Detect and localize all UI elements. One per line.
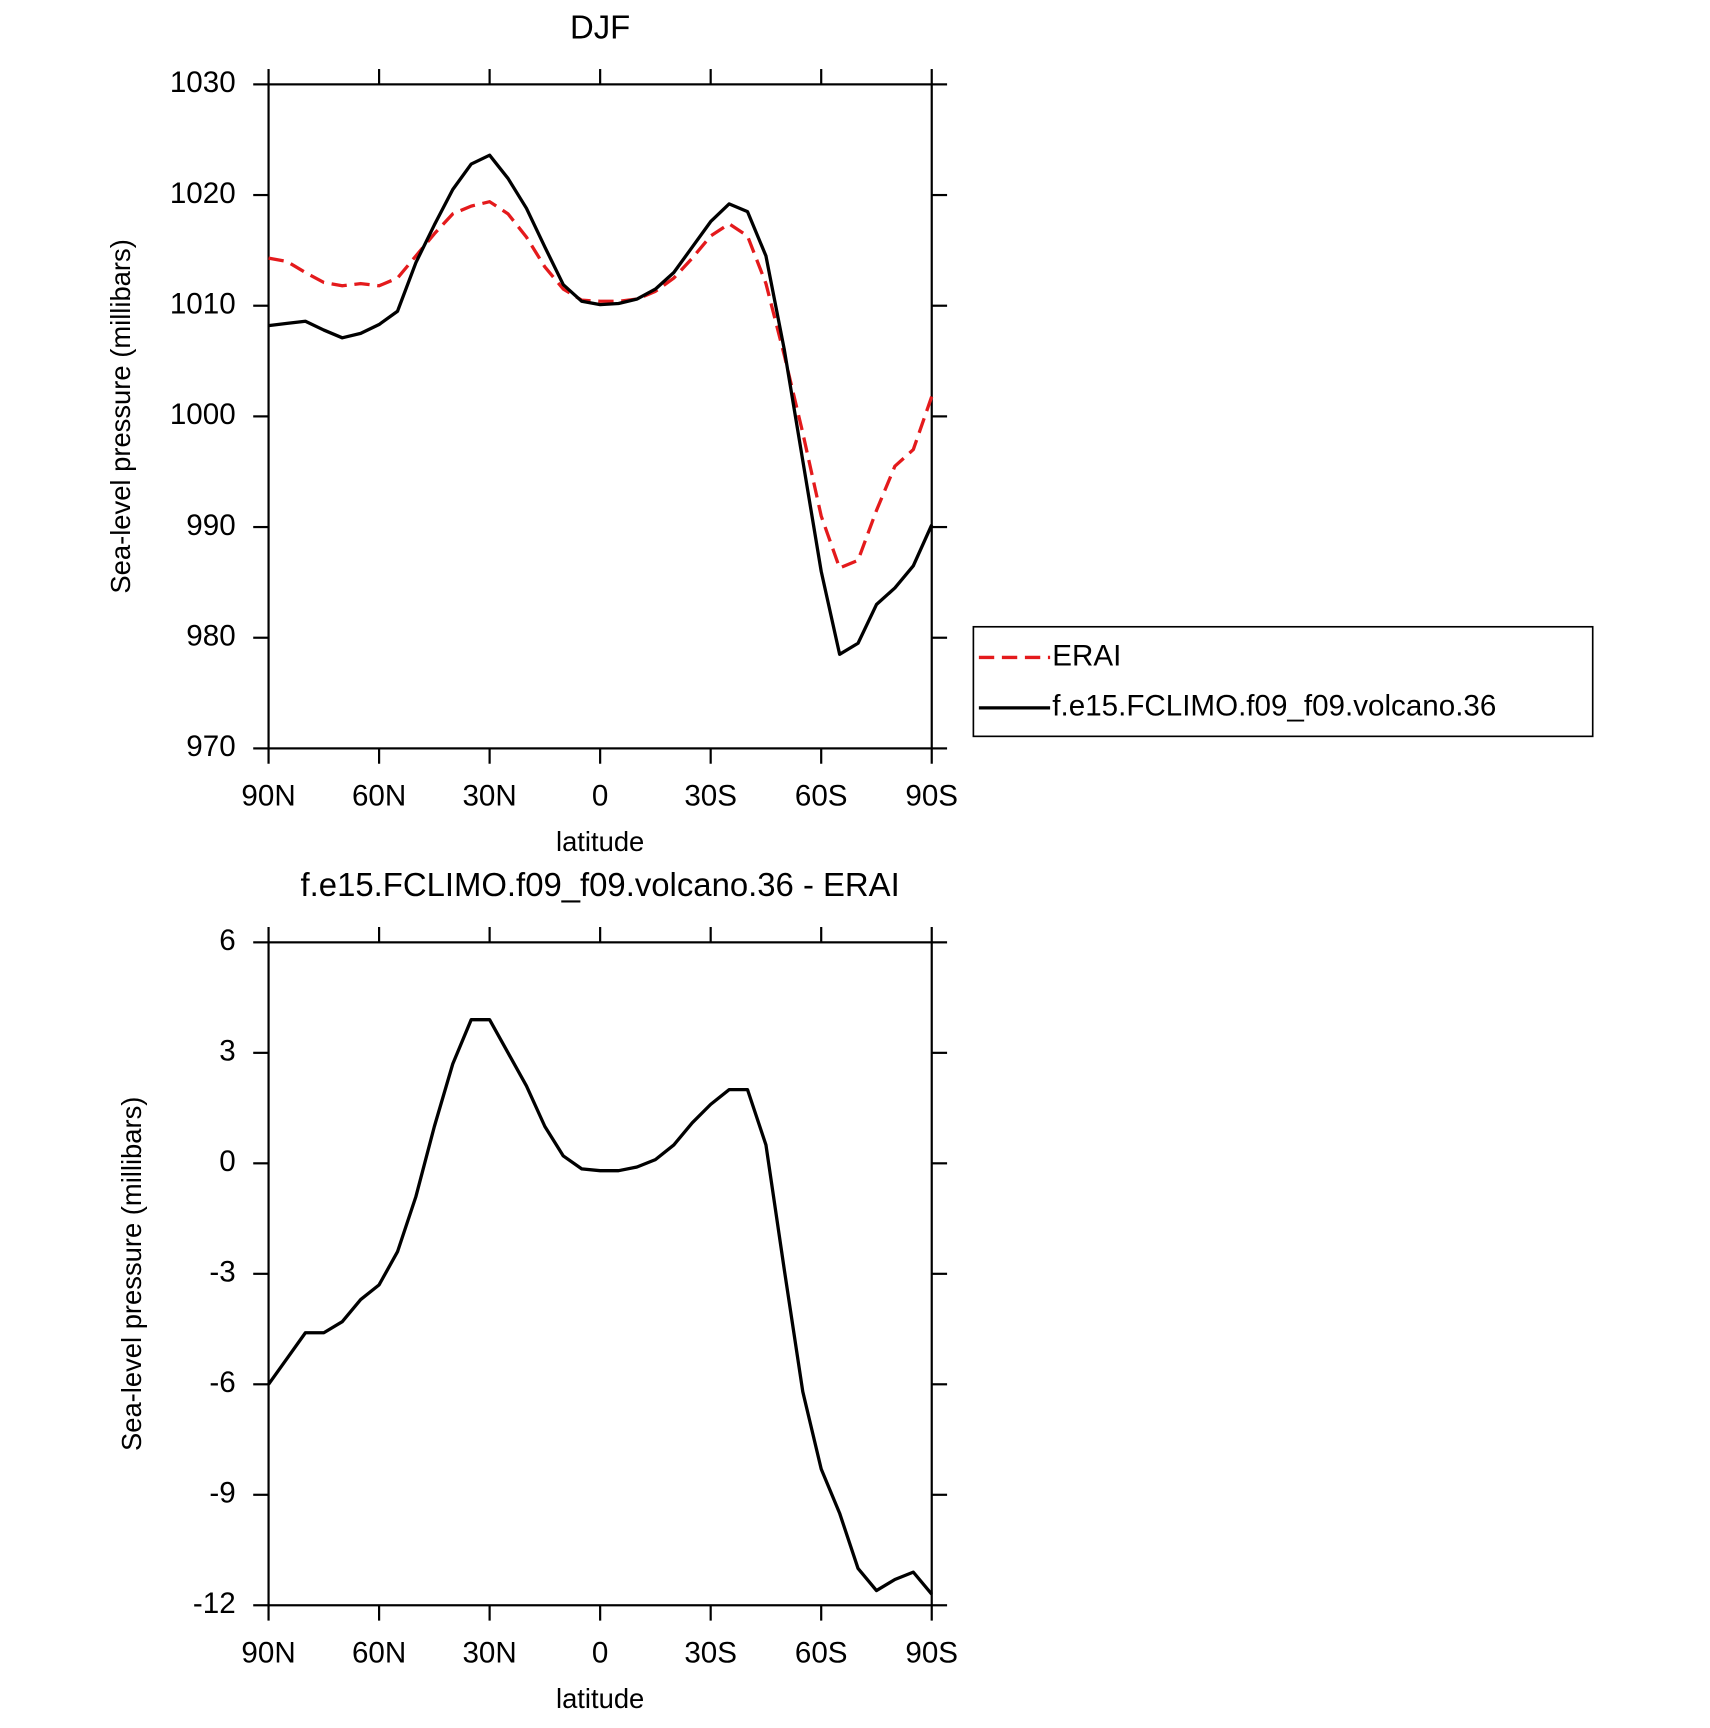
legend-label: f.e15.FCLIMO.f09_f09.volcano.36 [1052,690,1496,723]
x-tick-label: 60S [795,1636,848,1669]
plot-frame [267,941,933,1607]
y-tick-label: 1000 [170,398,236,431]
x-tick-label: 0 [592,1636,608,1669]
x-tick-label: 60N [352,1636,406,1669]
plot-frame [267,83,933,750]
y-tick-label: 6 [219,924,235,957]
x-axis-label: latitude [556,1683,644,1714]
x-tick-label: 90N [241,1636,295,1669]
legend-box [972,625,1594,738]
x-tick-label: 90S [905,1636,958,1669]
x-tick-label: 30N [462,1636,516,1669]
y-tick-label: -9 [209,1477,235,1510]
y-tick-label: 980 [186,620,235,653]
legend-label: ERAI [1052,639,1121,672]
line-series [268,153,934,656]
x-axis-label: latitude [556,826,644,857]
y-tick-label: -3 [209,1256,235,1289]
y-tick-label: 3 [219,1035,235,1068]
x-tick-label: 30N [462,780,516,813]
y-tick-label: 970 [186,730,235,763]
y-axis-label: Sea-level pressure (millibars) [105,239,136,593]
x-tick-label: 90N [241,780,295,813]
y-tick-label: 1030 [170,66,236,99]
y-tick-label: -6 [209,1366,235,1399]
x-tick-label: 90S [905,780,958,813]
y-axis-label: Sea-level pressure (millibars) [116,1097,147,1451]
y-tick-label: 990 [186,509,235,542]
y-tick-label: 1010 [170,288,236,321]
y-tick-label: -12 [193,1587,236,1620]
x-tick-label: 60S [795,780,848,813]
chart-title: DJF [570,8,630,45]
line-series [268,200,934,570]
x-tick-label: 30S [684,780,737,813]
x-tick-label: 30S [684,1636,737,1669]
x-tick-label: 0 [592,780,608,813]
x-tick-label: 60N [352,780,406,813]
y-tick-label: 0 [219,1145,235,1178]
y-tick-label: 1020 [170,177,236,210]
line-series [267,1018,933,1596]
chart-title: f.e15.FCLIMO.f09_f09.volcano.36 - ERAI [301,866,900,903]
